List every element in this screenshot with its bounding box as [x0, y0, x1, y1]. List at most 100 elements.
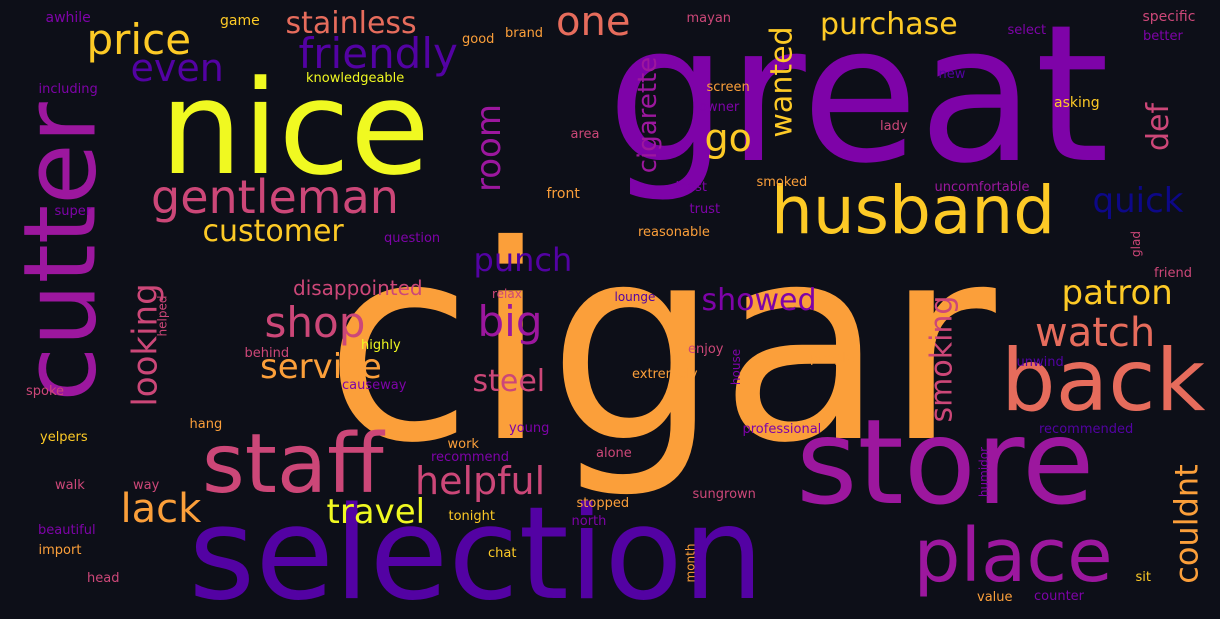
- word-patron: patron: [1061, 273, 1173, 313]
- word-back: back: [1001, 331, 1206, 431]
- word-walk: walk: [55, 477, 85, 493]
- word-work: work: [447, 436, 479, 452]
- word-super: super: [54, 203, 92, 219]
- word-customer: customer: [202, 214, 344, 249]
- word-reasonable: reasonable: [638, 224, 710, 240]
- word-mayan: mayan: [686, 10, 732, 26]
- word-asking: asking: [1054, 95, 1100, 111]
- word-awhile: awhile: [45, 10, 91, 26]
- word-great: great: [607, 0, 1110, 205]
- word-stainless: stainless: [285, 6, 417, 41]
- word-area: area: [570, 126, 600, 142]
- word-service: service: [260, 347, 382, 387]
- word-knowledgeable: knowledgeable: [306, 70, 405, 86]
- word-import: import: [38, 542, 82, 558]
- word-smoking: smoking: [923, 295, 959, 423]
- word-house: house: [729, 348, 744, 386]
- word-nice: nice: [160, 52, 430, 204]
- word-price: price: [86, 15, 192, 64]
- word-way: way: [133, 477, 160, 493]
- word-north: north: [571, 513, 607, 529]
- word-cigar: cigar: [324, 187, 996, 502]
- word-place: place: [913, 513, 1113, 599]
- word-couldnt: couldnt: [1167, 464, 1206, 584]
- word-lack: lack: [120, 486, 202, 532]
- word-new: new: [938, 66, 966, 82]
- word-purchase: purchase: [820, 7, 958, 42]
- word-yelpers: yelpers: [40, 429, 88, 445]
- word-good: good: [462, 31, 495, 47]
- word-room: room: [468, 104, 509, 192]
- word-counter: counter: [1034, 588, 1085, 604]
- word-beautiful: beautiful: [38, 522, 96, 538]
- word-friendly: friendly: [298, 29, 458, 78]
- word-steel: steel: [472, 364, 546, 399]
- word-showed: showed: [701, 283, 817, 318]
- word-selection: selection: [188, 480, 764, 619]
- word-disappointed: disappointed: [293, 276, 423, 300]
- word-go: go: [704, 116, 752, 160]
- word-punch: punch: [473, 241, 573, 279]
- word-cutter: cutter: [1, 102, 119, 402]
- word-recommend: recommend: [431, 449, 509, 465]
- word-better: better: [1143, 28, 1183, 44]
- word-wanted: wanted: [764, 26, 800, 138]
- word-least: least: [675, 179, 707, 195]
- word-glad: glad: [1128, 231, 1143, 257]
- word-screen: screen: [706, 79, 750, 95]
- word-spoke: spoke: [26, 383, 65, 399]
- word-uncomfortable: uncomfortable: [934, 179, 1030, 195]
- word-sit: sit: [1135, 569, 1151, 585]
- word-enjoy: enjoy: [688, 341, 724, 357]
- word-causeway: causeway: [342, 377, 407, 393]
- word-husband: husband: [771, 172, 1056, 249]
- word-select: select: [1007, 22, 1047, 38]
- word-friend: friend: [1154, 265, 1193, 281]
- word-alone: alone: [596, 445, 632, 461]
- word-store: store: [796, 393, 1095, 531]
- word-watch: watch: [1035, 310, 1156, 356]
- word-month: month: [682, 543, 697, 583]
- word-lounge: lounge: [614, 290, 656, 304]
- word-behind: behind: [244, 345, 290, 361]
- word-travel: travel: [326, 492, 426, 532]
- word-def: def: [1141, 102, 1177, 152]
- word-front: front: [546, 186, 580, 202]
- word-cigarette: cigarette: [633, 56, 664, 174]
- word-brand: brand: [505, 25, 544, 41]
- word-gentleman: gentleman: [151, 170, 399, 224]
- word-stopped: stopped: [576, 495, 630, 511]
- word-humidor: humidor: [977, 446, 992, 498]
- word-value: value: [977, 589, 1013, 605]
- word-extremely: extremely: [632, 366, 698, 382]
- word-recommended: recommended: [1039, 421, 1134, 437]
- word-even: even: [130, 46, 224, 90]
- word-smoked: smoked: [756, 174, 808, 190]
- word-including: including: [38, 81, 98, 97]
- word-staff: staff: [202, 417, 384, 512]
- word-question: question: [384, 230, 441, 246]
- word-unwind: unwind: [1016, 354, 1064, 370]
- word-professional: professional: [742, 421, 822, 437]
- word-young: young: [509, 420, 550, 436]
- word-people: people: [810, 350, 855, 366]
- word-hang: hang: [189, 416, 223, 432]
- word-head: head: [87, 570, 120, 586]
- word-chat: chat: [488, 545, 517, 561]
- word-owner: owner: [699, 99, 740, 115]
- word-relax: relax: [492, 287, 522, 301]
- word-specific: specific: [1142, 9, 1196, 25]
- word-lady: lady: [880, 118, 908, 134]
- word-big: big: [477, 297, 543, 346]
- word-tonight: tonight: [448, 508, 496, 524]
- word-highly: highly: [361, 337, 401, 353]
- word-quick: quick: [1092, 181, 1184, 221]
- word-game: game: [220, 13, 260, 29]
- word-helpful: helpful: [415, 459, 546, 503]
- word-shop: shop: [264, 298, 366, 347]
- word-one: one: [556, 0, 631, 45]
- word-helped: helped: [154, 295, 169, 337]
- word-sungrown: sungrown: [692, 486, 756, 502]
- word-trust: trust: [689, 201, 721, 217]
